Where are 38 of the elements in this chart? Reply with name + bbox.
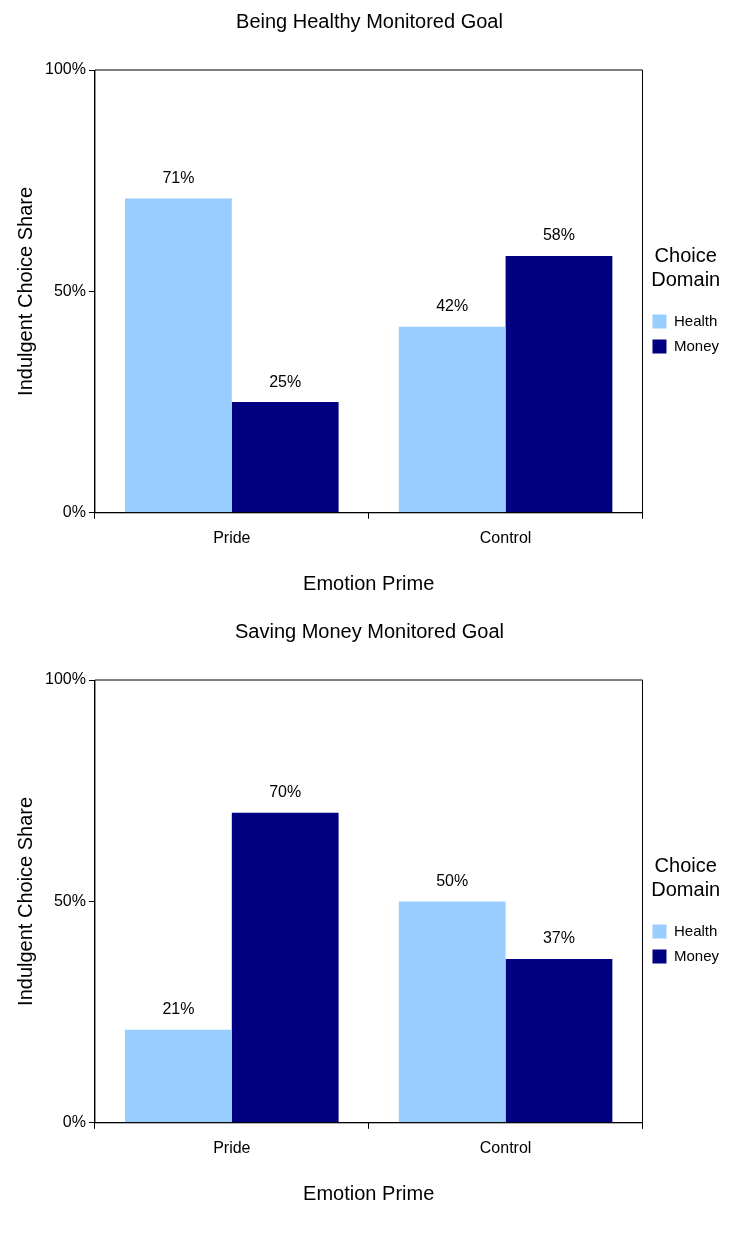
- y-tick-label: 0%: [62, 1113, 86, 1131]
- legend-label: Health: [673, 311, 718, 329]
- legend-title: Choice Domain: [651, 853, 721, 900]
- y-axis-title: Indulgent Choice Share: [13, 186, 36, 396]
- y-tick-label: 0%: [62, 503, 86, 521]
- legend-label: Health: [673, 921, 718, 939]
- y-tick-label: 50%: [53, 891, 86, 909]
- data-label: 58%: [542, 226, 575, 244]
- bar: [231, 402, 339, 513]
- data-label: 37%: [542, 929, 575, 947]
- data-label: 21%: [162, 1000, 195, 1018]
- x-tick-label: Control: [479, 528, 532, 546]
- x-tick-label: Control: [479, 1138, 532, 1156]
- bar: [398, 326, 506, 513]
- y-axis-title: Indulgent Choice Share: [13, 796, 36, 1006]
- legend-title: Choice Domain: [651, 243, 721, 290]
- data-label: 42%: [436, 297, 469, 315]
- chart-title: Being Healthy Monitored Goal: [236, 9, 503, 32]
- bar: [125, 1029, 232, 1123]
- y-tick-label: 100%: [45, 670, 86, 688]
- y-tick-label: 50%: [53, 281, 86, 299]
- x-tick-label: Pride: [213, 528, 251, 546]
- legend-label: Money: [673, 946, 720, 964]
- data-label: 70%: [269, 783, 302, 801]
- x-tick-label: Pride: [213, 1138, 251, 1156]
- data-label: 50%: [436, 871, 469, 889]
- y-tick-label: 100%: [45, 60, 86, 78]
- bar: [505, 255, 613, 513]
- legend-label: Money: [673, 336, 720, 354]
- x-axis-title: Emotion Prime: [303, 1181, 435, 1204]
- bar: [398, 901, 506, 1123]
- bar: [125, 198, 232, 513]
- chart-title: Saving Money Monitored Goal: [234, 619, 505, 642]
- bar: [231, 812, 339, 1123]
- x-axis-title: Emotion Prime: [303, 571, 435, 594]
- data-label: 25%: [269, 372, 302, 390]
- bar: [505, 958, 613, 1123]
- data-label: 71%: [162, 168, 195, 186]
